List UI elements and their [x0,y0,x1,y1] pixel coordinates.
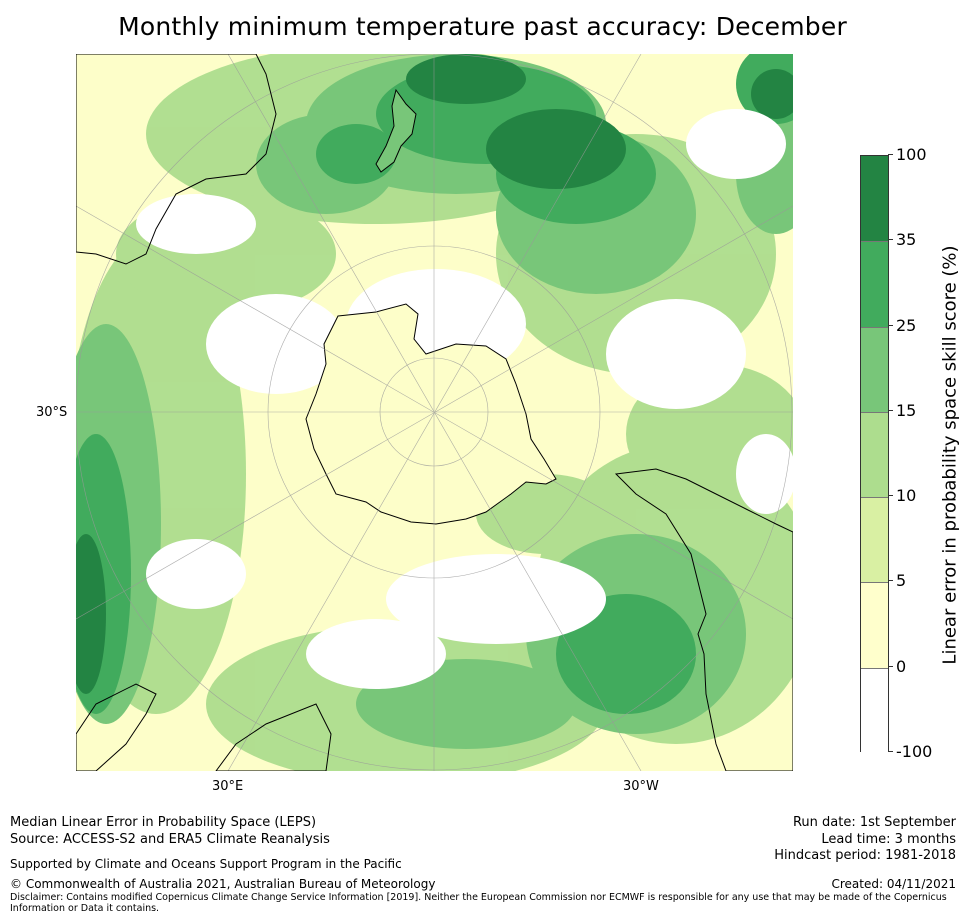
colorbar-tick-label: 35 [887,232,916,248]
colorbar-segment [861,497,888,584]
colorbar-segment [861,156,888,242]
footer-source: Source: ACCESS-S2 and ERA5 Climate Reana… [10,832,330,847]
colorbar [860,155,889,755]
madagascar-coastline [215,703,332,771]
footer-supported: Supported by Climate and Oceans Support … [10,857,402,871]
footer-run-date: Run date: 1st September [792,815,956,830]
colorbar-segment [861,241,888,329]
skill-map [76,54,793,771]
chart-title: Monthly minimum temperature past accurac… [118,12,847,41]
colorbar-segment [861,582,888,670]
colorbar-tick-label: 100 [888,147,927,163]
footer-hindcast: Hindcast period: 1981-2018 [774,848,956,863]
colorbar-segment [861,667,888,755]
colorbar-tick-label: 25 [887,317,916,334]
footer-disclaimer: Disclaimer: Contains modified Copernicus… [10,892,947,914]
south-america-coastline [614,468,793,771]
colorbar-tick-label: 5 [887,573,906,589]
lon-label-30w: 30°W [623,779,659,794]
africa-coastline [76,683,157,771]
colorbar-label: Linear error in probability space skill … [939,245,961,665]
lat-label-30s: 30°S [36,405,68,420]
antarctica-coastline [305,303,557,525]
footer-lead-time: Lead time: 3 months [821,832,956,847]
footer-created: Created: 04/11/2021 [831,877,956,891]
lon-label-30e: 30°E [212,779,244,794]
colorbar-segment [861,326,888,414]
skill-map-svg [76,54,793,771]
footer-method: Median Linear Error in Probability Space… [10,815,317,830]
footer-copyright: © Commonwealth of Australia 2021, Austra… [10,877,436,891]
graticule [76,54,793,771]
colorbar-tick-label: -100 [887,744,932,760]
colorbar-tick-label: 10 [887,488,916,504]
colorbar-segment [861,411,888,499]
skill-band-35-100 [76,54,793,694]
colorbar-tick-label: 0 [887,658,906,675]
colorbar-tick-label: 15 [887,402,916,419]
new-zealand-coastline [375,88,417,173]
australia-coastline [76,54,277,265]
